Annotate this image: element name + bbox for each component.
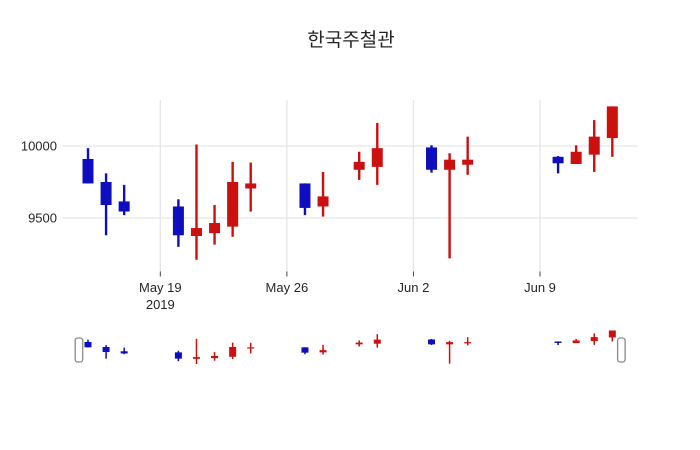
- candle-body: [209, 223, 221, 234]
- candle-up-2019-05-22[interactable]: [209, 205, 221, 245]
- plot-area[interactable]: [62, 100, 638, 272]
- mini-candle-body: [211, 355, 219, 359]
- candle-down-2019-05-27[interactable]: [299, 183, 311, 216]
- candle-body: [227, 182, 239, 227]
- candle-body: [462, 159, 474, 165]
- mini-candle-body: [608, 330, 616, 338]
- mini-candle-body: [319, 350, 327, 353]
- mini-candle-body: [572, 340, 580, 344]
- candle-down-2019-05-17[interactable]: [118, 184, 130, 216]
- candle-body: [588, 136, 600, 155]
- x-tick-label: May 19: [139, 280, 182, 295]
- candle-body: [82, 158, 94, 184]
- rangeslider-handle-right[interactable]: [616, 337, 626, 363]
- candle-up-2019-06-05[interactable]: [462, 136, 474, 175]
- candle-body: [353, 161, 365, 170]
- candle-body: [552, 156, 564, 164]
- candle-down-2019-06-03[interactable]: [426, 145, 438, 173]
- x-tick-label: Jun 9: [524, 280, 556, 295]
- mini-candle-body: [174, 352, 182, 359]
- candle-body: [606, 106, 618, 139]
- candle-body: [100, 182, 112, 206]
- x-tick-label: Jun 2: [398, 280, 430, 295]
- candle-down-2019-06-10[interactable]: [552, 156, 564, 174]
- mini-candle-body: [120, 351, 128, 354]
- x-axis: May 19 2019 May 26 Jun 2 Jun 9: [139, 271, 556, 312]
- mini-candle-body: [446, 342, 454, 345]
- y-tick-label: 10000: [21, 139, 57, 154]
- candle-body: [190, 228, 202, 236]
- gridlines: [62, 100, 638, 272]
- candle-up-2019-05-21[interactable]: [190, 144, 202, 260]
- mini-candle-body: [373, 339, 381, 344]
- candle-body: [426, 147, 438, 170]
- rangeslider-track[interactable]: [62, 327, 638, 368]
- chart-title: 한국주철관: [307, 29, 394, 51]
- candle-body: [570, 151, 582, 164]
- mini-candle-body: [355, 342, 363, 345]
- rangeslider[interactable]: [62, 327, 638, 368]
- mini-candle-body: [192, 357, 200, 359]
- candle-body: [118, 201, 130, 212]
- y-axis: 10000 9500: [21, 139, 57, 226]
- rangeslider-handle-left[interactable]: [74, 337, 84, 363]
- mini-candle-body: [590, 337, 598, 342]
- candle-body: [172, 206, 184, 236]
- candle-up-2019-06-12[interactable]: [588, 120, 600, 172]
- x-tick-sublabel: 2019: [146, 297, 175, 312]
- candle-up-2019-05-24[interactable]: [245, 162, 257, 212]
- candle-body: [245, 183, 257, 189]
- mini-candle-body: [554, 341, 562, 343]
- candle-up-2019-06-11[interactable]: [570, 145, 582, 164]
- candle-up-2019-05-28[interactable]: [317, 171, 329, 217]
- candle-body: [299, 183, 311, 208]
- mini-candle-body: [247, 347, 255, 349]
- mini-candle-body: [229, 347, 237, 357]
- candle-body: [444, 159, 456, 170]
- mini-candle-body: [464, 342, 472, 344]
- mini-candle-body: [428, 339, 436, 345]
- mini-candle-body: [301, 347, 309, 353]
- candle-down-2019-05-16[interactable]: [100, 173, 112, 236]
- main-candles: [82, 106, 618, 260]
- candle-down-2019-05-20[interactable]: [172, 199, 184, 247]
- candle-up-2019-05-23[interactable]: [227, 161, 239, 237]
- candle-down-2019-05-15[interactable]: [82, 148, 94, 184]
- candle-up-2019-05-31[interactable]: [371, 122, 383, 185]
- mini-candle-body: [102, 347, 110, 353]
- candle-up-2019-05-30[interactable]: [353, 151, 365, 180]
- candle-up-2019-06-13[interactable]: [606, 106, 618, 157]
- y-tick-label: 9500: [28, 211, 57, 226]
- candle-up-2019-06-04[interactable]: [444, 153, 456, 259]
- mini-candle-body: [84, 341, 92, 348]
- candle-body: [317, 196, 329, 207]
- candle-body: [371, 148, 383, 167]
- x-tick-label: May 26: [266, 280, 309, 295]
